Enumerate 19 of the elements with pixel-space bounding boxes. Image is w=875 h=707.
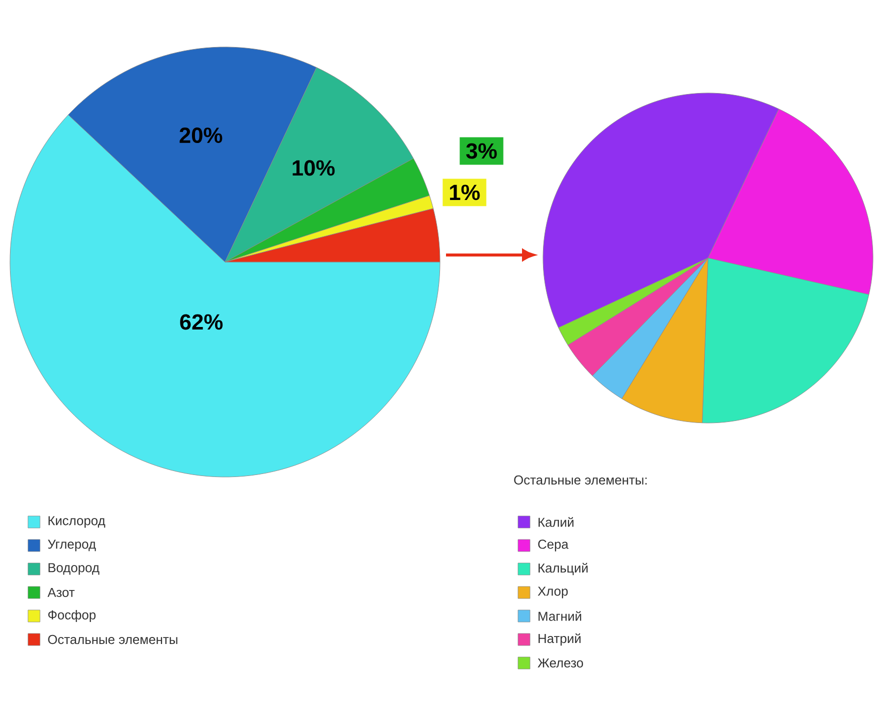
- legend-label: Калий: [538, 517, 574, 527]
- legend-label: Фосфор: [48, 610, 96, 622]
- legend-label: Железо: [538, 658, 584, 668]
- legend-label: Магний: [538, 611, 582, 621]
- data-label: 10%: [292, 160, 335, 176]
- data-label: 1%: [450, 184, 480, 200]
- legend-label: Углерод: [48, 540, 96, 552]
- data-label: 62%: [180, 314, 223, 330]
- legend-label: Кислород: [48, 516, 106, 528]
- legend-label: Натрий: [538, 633, 581, 646]
- legend-label: Кальций: [538, 562, 588, 576]
- data-label: 3%: [466, 143, 497, 159]
- legend-label: Водород: [48, 563, 100, 575]
- legend-label: Хлор: [538, 586, 568, 598]
- legend-label: Остальные элементы: [48, 634, 178, 644]
- legend-title: Остальные элементы:: [514, 475, 647, 485]
- legend-label: Сера: [538, 540, 568, 552]
- data-label: 20%: [180, 128, 222, 144]
- legend-label: Азот: [48, 588, 75, 598]
